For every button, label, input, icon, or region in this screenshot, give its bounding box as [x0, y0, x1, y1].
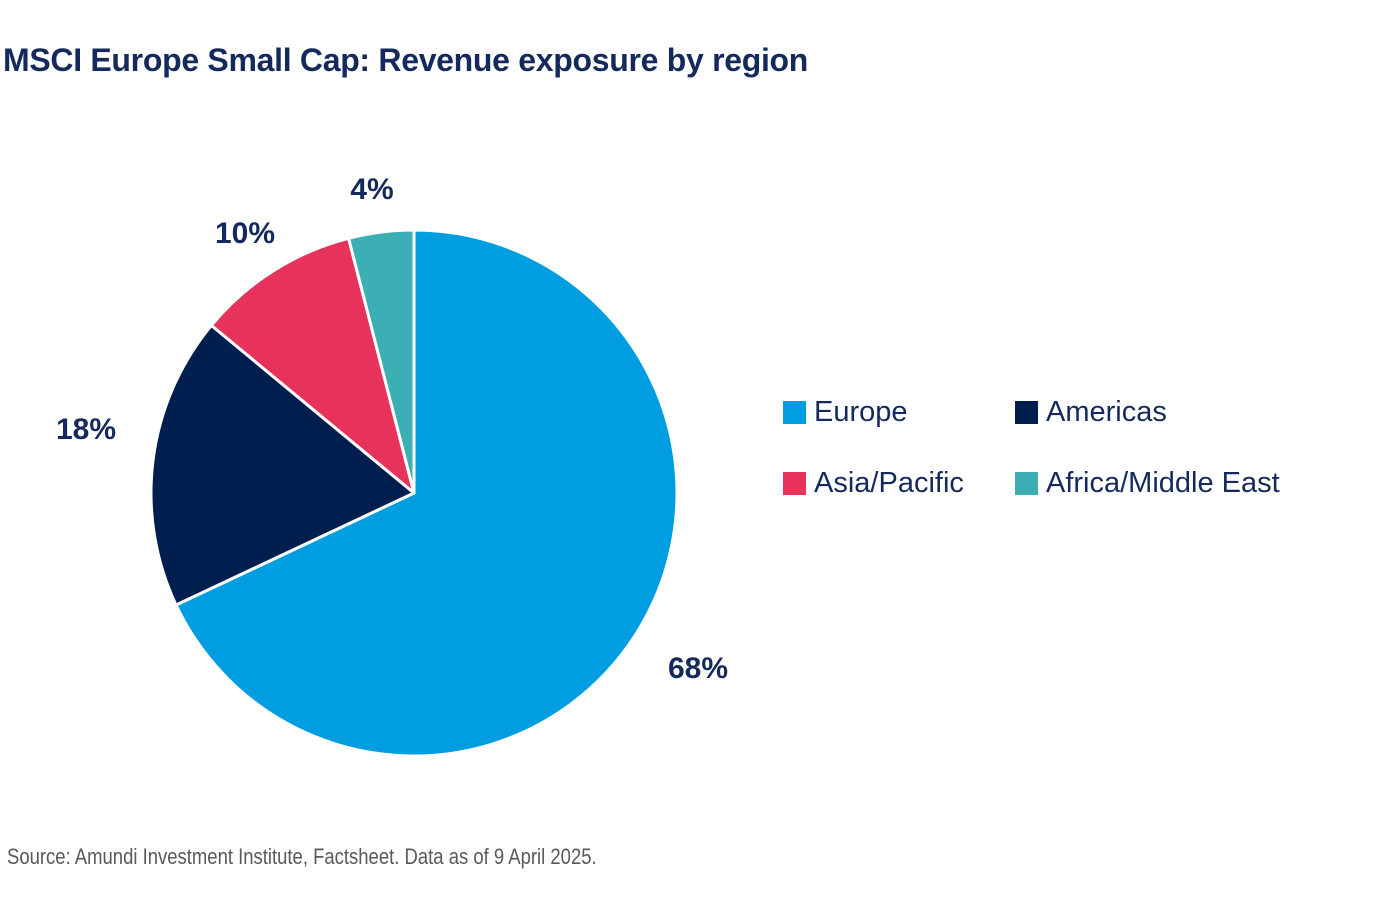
legend-item-europe: Europe — [783, 398, 1015, 427]
legend-label-asia-pacific: Asia/Pacific — [814, 467, 964, 499]
legend-label-africa-middle-east: Africa/Middle East — [1046, 467, 1280, 499]
slice-label-asia-pacific: 10% — [214, 217, 276, 250]
slice-label-europe: 68% — [667, 652, 729, 685]
legend-swatch-africa-middle-east — [1015, 472, 1038, 495]
chart-title: MSCI Europe Small Cap: Revenue exposure … — [3, 42, 809, 78]
slice-label-americas: 18% — [55, 413, 117, 446]
pie-chart — [144, 223, 684, 763]
pie-slice-africa-middle-east — [347, 228, 416, 495]
legend-label-europe: Europe — [814, 396, 908, 428]
legend-item-asia-pacific: Asia/Pacific — [783, 469, 1015, 498]
pie-slice-asia-pacific — [209, 236, 416, 495]
legend-label-americas: Americas — [1046, 396, 1167, 428]
pie-slice-europe — [174, 228, 679, 758]
legend-swatch-europe — [783, 401, 806, 424]
legend-swatch-asia-pacific — [783, 472, 806, 495]
legend-item-africa-middle-east: Africa/Middle East — [1015, 469, 1280, 498]
pie-svg — [149, 228, 679, 758]
legend-item-americas: Americas — [1015, 398, 1280, 427]
legend: Europe Americas Asia/Pacific Africa/Midd… — [783, 398, 1280, 498]
pie-slice-americas — [149, 323, 416, 607]
source-note: Source: Amundi Investment Institute, Fac… — [7, 844, 597, 869]
legend-swatch-americas — [1015, 401, 1038, 424]
slice-label-africa-middle-east: 4% — [350, 173, 394, 206]
